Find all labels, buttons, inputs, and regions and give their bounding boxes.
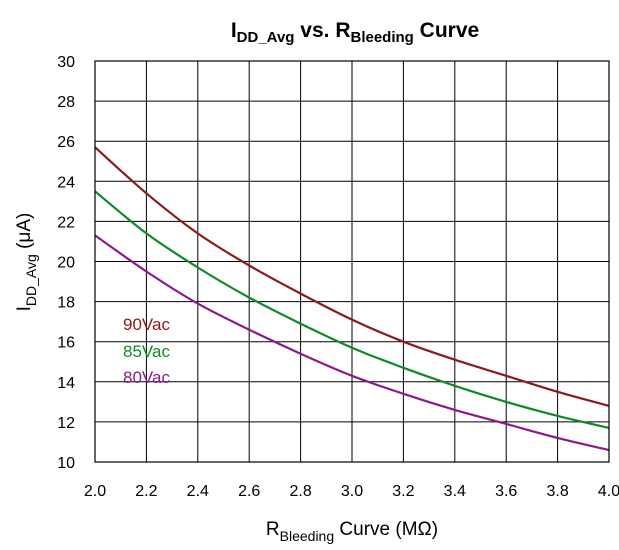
y-tick-label: 14	[57, 375, 75, 392]
y-tick-labels: 10 12 14 16 18 20 22 24 26 28 30	[57, 54, 75, 472]
x-tick-label: 2.8	[289, 483, 311, 500]
y-tick-label: 28	[57, 94, 75, 111]
legend-entry-85vac: 85Vac	[123, 342, 170, 361]
x-tick-label: 3.8	[546, 483, 568, 500]
x-tick-label: 3.2	[392, 483, 414, 500]
x-tick-label: 2.4	[187, 483, 209, 500]
y-tick-label: 20	[57, 255, 75, 272]
y-tick-label: 24	[57, 174, 75, 191]
series-line-80vac	[94, 234, 610, 452]
x-tick-labels: 2.0 2.2 2.4 2.6 2.8 3.0 3.2 3.4 3.6 3.8 4.0	[84, 483, 619, 500]
y-tick-label: 12	[57, 415, 75, 432]
y-tick-label: 16	[57, 335, 75, 352]
y-tick-label: 18	[57, 295, 75, 312]
x-tick-label: 2.0	[84, 483, 106, 500]
y-tick-label: 10	[57, 455, 75, 472]
x-tick-label: 3.4	[444, 483, 466, 500]
plot-frame	[94, 60, 610, 463]
x-tick-label: 4.0	[598, 483, 619, 500]
x-tick-label: 2.6	[238, 483, 260, 500]
grid-lines	[94, 60, 610, 463]
series-group	[94, 146, 610, 452]
x-tick-label: 2.2	[135, 483, 157, 500]
x-tick-label: 3.6	[495, 483, 517, 500]
y-tick-label: 26	[57, 134, 75, 151]
chart-title: IDD_Avg vs. RBleeding Curve	[231, 19, 479, 46]
y-axis-label: IDD_Avg (μA)	[14, 213, 39, 312]
legend-entry-80vac: 80Vac	[123, 368, 170, 387]
legend-entry-90vac: 90Vac	[123, 315, 170, 334]
legend: 90Vac 85Vac 80Vac	[123, 315, 170, 387]
y-tick-label: 22	[57, 214, 75, 231]
series-line-85vac	[94, 190, 610, 429]
x-axis-label: RBleeding Curve (MΩ)	[266, 519, 438, 544]
y-tick-label: 30	[57, 54, 75, 71]
x-tick-label: 3.0	[341, 483, 363, 500]
series-line-90vac	[94, 146, 610, 407]
